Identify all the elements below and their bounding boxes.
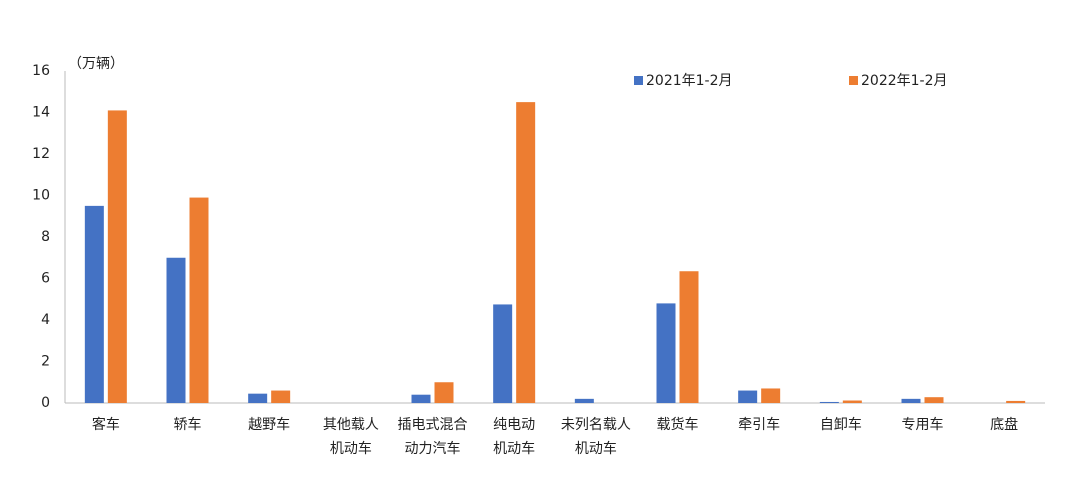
y-tick-label: 2: [41, 354, 50, 370]
bar: [411, 394, 431, 403]
bar: [271, 390, 291, 403]
bar: [516, 102, 536, 403]
bar: [761, 388, 781, 403]
bar: [248, 393, 268, 403]
bar: [434, 382, 454, 403]
bar: [842, 400, 862, 403]
bar: [189, 197, 209, 403]
y-tick-label: 10: [32, 188, 50, 204]
bar: [84, 205, 104, 403]
legend-swatch: [634, 76, 643, 85]
x-tick-label: 专用车: [902, 416, 944, 433]
x-tick-label: 自卸车: [820, 416, 862, 433]
y-tick-label: 14: [32, 105, 50, 121]
legend-label: 2022年1-2月: [861, 73, 948, 89]
x-tick-label: 客车: [92, 416, 120, 433]
x-tick-label: 纯电动机动车: [493, 417, 535, 457]
bar: [901, 398, 921, 403]
x-tick-label: 牵引车: [738, 416, 780, 433]
x-tick-label: 底盘: [990, 416, 1018, 433]
bar: [493, 304, 513, 403]
x-tick-label: 载货车: [657, 416, 699, 433]
x-tick-label: 越野车: [248, 416, 290, 433]
x-tick-label: 轿车: [174, 416, 202, 433]
y-tick-label: 8: [41, 229, 50, 245]
legend-label: 2021年1-2月: [646, 73, 733, 89]
x-tick-label: 未列名载人机动车: [561, 417, 631, 457]
y-tick-label: 4: [41, 312, 50, 328]
y-tick-label: 12: [32, 146, 50, 162]
y-tick-label: 0: [41, 395, 50, 411]
x-tick-label: 其他载人机动车: [323, 417, 379, 457]
legend-swatch: [849, 76, 858, 85]
bar: [738, 390, 758, 403]
y-axis-label: （万辆）: [68, 56, 124, 72]
y-tick-label: 16: [32, 63, 50, 79]
bar: [656, 303, 676, 403]
bar: [166, 257, 186, 403]
bar: [679, 271, 699, 403]
bar: [924, 397, 944, 403]
bar: [819, 401, 839, 403]
bar: [107, 110, 127, 404]
y-tick-label: 6: [41, 271, 50, 287]
x-tick-label: 插电式混合动力汽车: [398, 417, 468, 457]
bar: [1006, 400, 1026, 403]
bar: [574, 398, 594, 403]
